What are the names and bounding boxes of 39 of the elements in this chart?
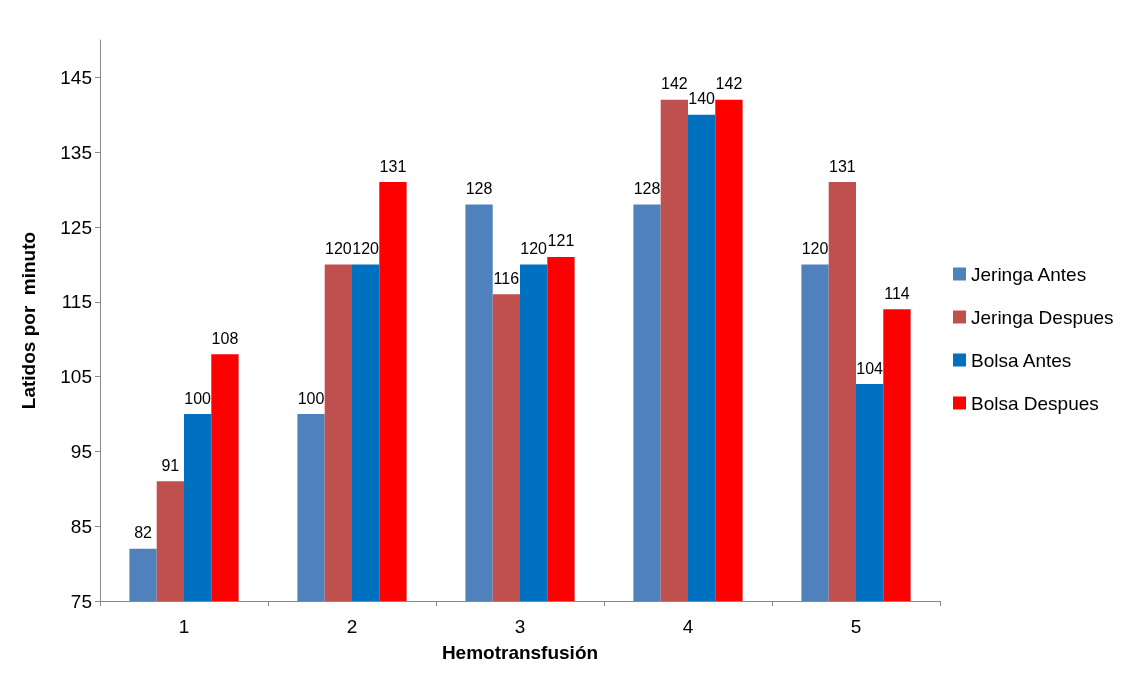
y-tick-label: 145 bbox=[60, 66, 92, 88]
y-tick-label: 95 bbox=[70, 440, 92, 462]
data-label: 108 bbox=[211, 329, 239, 347]
legend-label: Bolsa Antes bbox=[971, 349, 1072, 371]
x-tick-label: 1 bbox=[178, 616, 190, 637]
x-tick-label: 2 bbox=[346, 616, 358, 637]
data-label: 104 bbox=[856, 359, 884, 377]
y-tick-label: 75 bbox=[70, 590, 92, 612]
data-label: 121 bbox=[547, 232, 575, 250]
y-tick-label: 85 bbox=[70, 515, 92, 537]
x-axis-title: Hemotransfusión bbox=[441, 642, 599, 663]
data-label: 131 bbox=[379, 157, 407, 175]
data-label: 100 bbox=[184, 389, 212, 407]
data-label: 91 bbox=[161, 456, 180, 474]
data-label: 116 bbox=[493, 269, 520, 287]
data-label: 140 bbox=[688, 90, 716, 108]
y-tick-label: 105 bbox=[60, 366, 92, 388]
data-label: 131 bbox=[829, 157, 856, 175]
data-label: 128 bbox=[633, 180, 661, 198]
data-label: 120 bbox=[352, 239, 380, 257]
data-label: 142 bbox=[715, 75, 743, 93]
data-label: 82 bbox=[134, 524, 153, 542]
legend-label: Jeringa Despues bbox=[971, 306, 1114, 328]
data-label: 100 bbox=[297, 389, 325, 407]
legend-label: Bolsa Despues bbox=[971, 392, 1099, 414]
y-tick-label: 125 bbox=[60, 216, 92, 238]
data-label: 120 bbox=[325, 239, 352, 257]
data-label: 120 bbox=[520, 239, 548, 257]
y-tick-label: 115 bbox=[61, 291, 92, 313]
data-label: 120 bbox=[801, 239, 829, 257]
x-tick-label: 5 bbox=[850, 616, 862, 637]
y-axis-title: Latidos por minuto bbox=[18, 231, 39, 410]
y-tick-label: 135 bbox=[60, 141, 92, 163]
data-label: 142 bbox=[661, 75, 688, 93]
x-tick-label: 3 bbox=[514, 616, 526, 637]
data-label: 128 bbox=[465, 180, 493, 198]
legend-label: Jeringa Antes bbox=[971, 263, 1087, 285]
data-label: 114 bbox=[884, 284, 910, 302]
x-tick-label: 4 bbox=[682, 616, 694, 637]
